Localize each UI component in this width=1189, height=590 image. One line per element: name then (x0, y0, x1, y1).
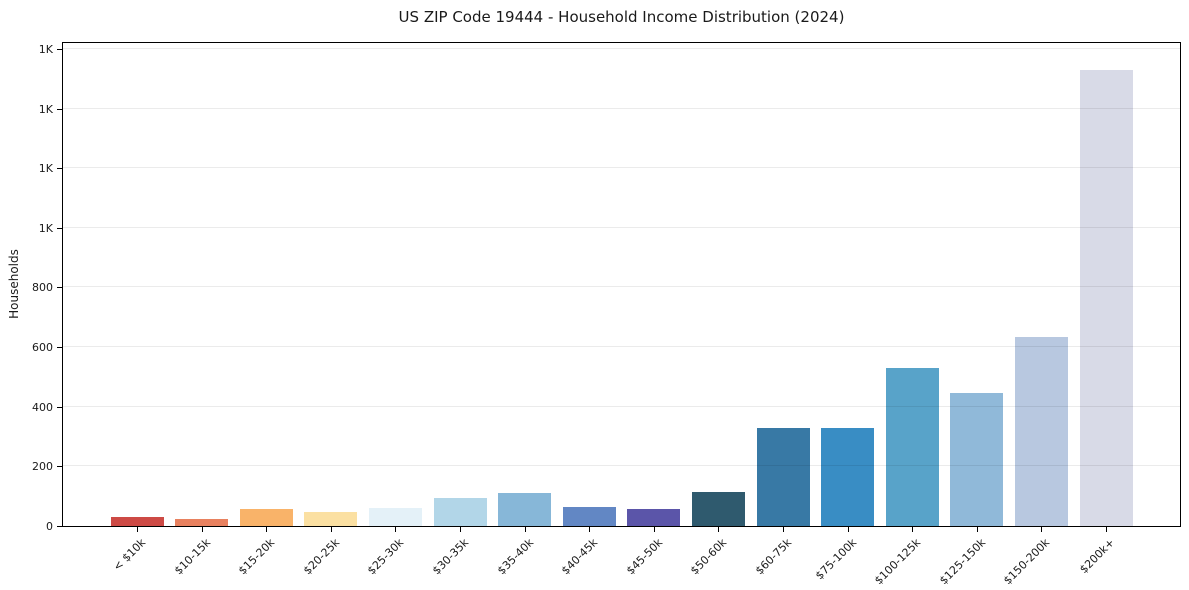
bar-$40-45k (562, 507, 616, 526)
x-tick-mark (1041, 527, 1042, 532)
y-tick-mark (57, 347, 62, 348)
bar-$25-30k (368, 508, 422, 526)
gridline (63, 465, 1180, 466)
bar-$125-150k (950, 393, 1004, 526)
bar-$100-125k (885, 368, 939, 526)
y-tick-mark (57, 526, 62, 527)
plot-area (62, 42, 1181, 527)
x-tick-mark (395, 527, 396, 532)
y-tick-label: 0 (46, 520, 53, 533)
gridline (63, 286, 1180, 287)
y-tick-label: 1K (38, 162, 53, 175)
y-tick-label: 1K (38, 103, 53, 116)
bar-< $10k (110, 517, 164, 526)
y-tick-label: 600 (32, 341, 53, 354)
y-tick-mark (57, 49, 62, 50)
bar-$20-25k (304, 512, 358, 526)
y-tick-label: 400 (32, 401, 53, 414)
x-tick-mark (525, 527, 526, 532)
x-tick-mark (460, 527, 461, 532)
bar-$50-60k (691, 492, 745, 526)
bar-$75-100k (821, 428, 875, 526)
x-tick-mark (977, 527, 978, 532)
bar-$150-200k (1014, 337, 1068, 526)
x-tick-mark (331, 527, 332, 532)
x-tick-mark (202, 527, 203, 532)
x-tick-mark (137, 527, 138, 532)
y-tick-label: 1K (38, 222, 53, 235)
y-tick-mark (57, 168, 62, 169)
y-tick-mark (57, 407, 62, 408)
gridline (63, 48, 1180, 49)
gridline (63, 406, 1180, 407)
gridline (63, 167, 1180, 168)
bar-$35-40k (498, 493, 552, 526)
gridline (63, 108, 1180, 109)
bar-$30-35k (433, 498, 487, 526)
bar-$45-50k (627, 509, 681, 526)
y-tick-mark (57, 466, 62, 467)
y-tick-mark (57, 109, 62, 110)
gridline (63, 227, 1180, 228)
y-tick-mark (57, 228, 62, 229)
x-tick-mark (266, 527, 267, 532)
bar-$10-15k (175, 519, 229, 526)
y-tick-label: 800 (32, 281, 53, 294)
x-tick-mark (1106, 527, 1107, 532)
bar-$60-75k (756, 428, 810, 526)
y-tick-label: 200 (32, 460, 53, 473)
x-tick-mark (654, 527, 655, 532)
chart-title: US ZIP Code 19444 - Household Income Dis… (398, 8, 845, 26)
x-tick-mark (912, 527, 913, 532)
x-tick-label: < $10k (110, 536, 149, 574)
y-tick-label: 1K (38, 43, 53, 56)
bar-$200k+ (1079, 70, 1133, 526)
x-tick-mark (848, 527, 849, 532)
y-tick-mark (57, 287, 62, 288)
gridline (63, 346, 1180, 347)
x-tick-mark (783, 527, 784, 532)
x-tick-mark (718, 527, 719, 532)
x-tick-mark (589, 527, 590, 532)
bar-$15-20k (239, 509, 293, 526)
